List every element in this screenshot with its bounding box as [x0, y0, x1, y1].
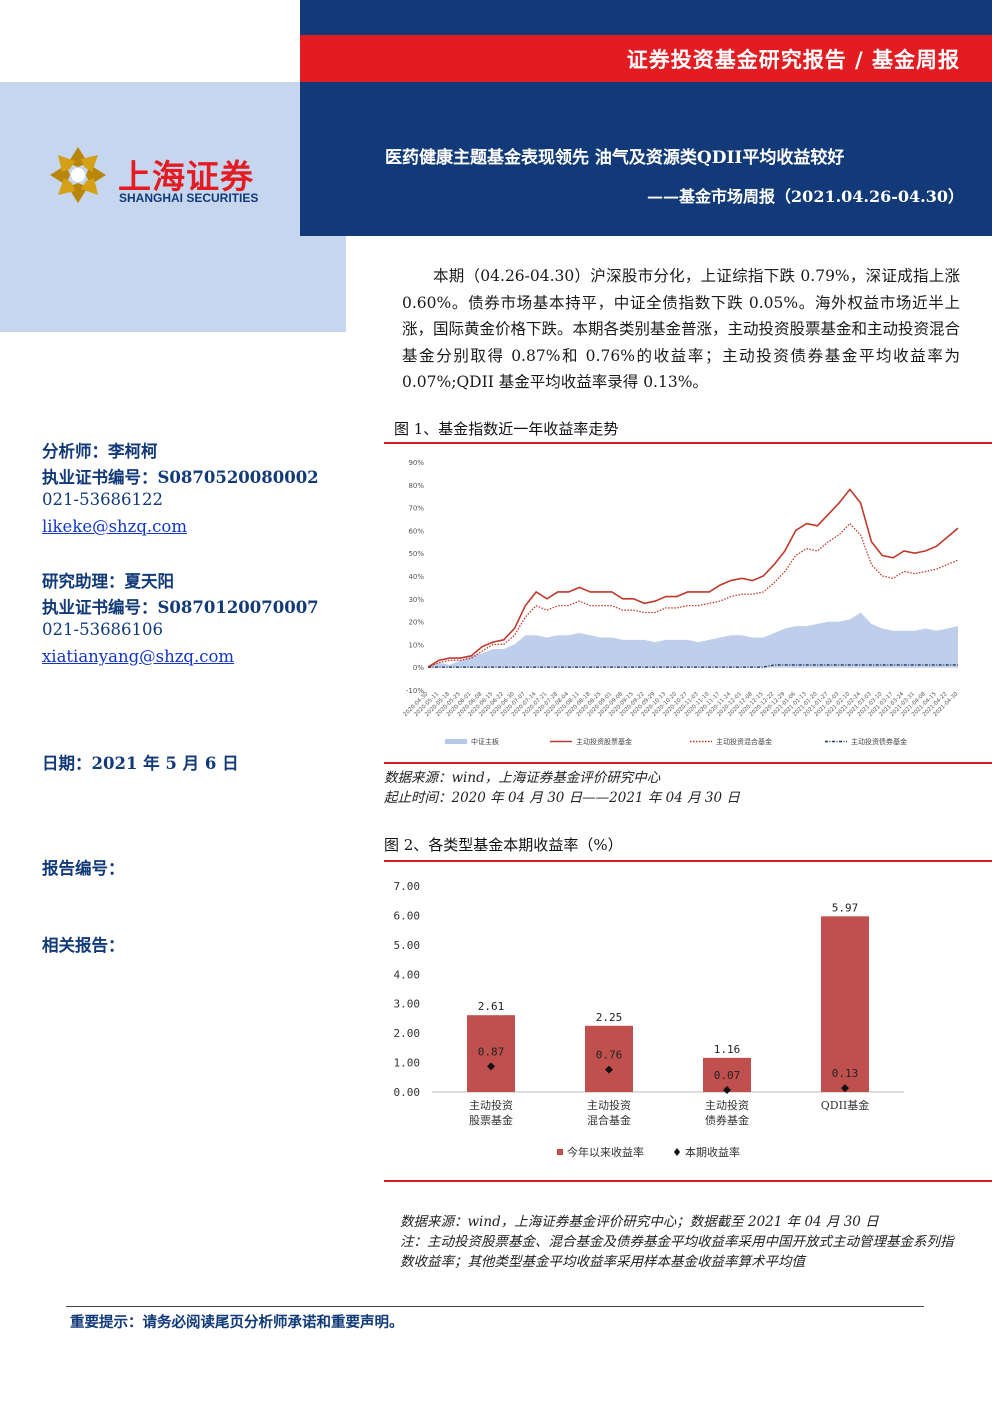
category-label: 主动投资	[587, 1098, 631, 1112]
legend-swatch	[445, 739, 467, 744]
bar-value-label: 2.61	[478, 1000, 505, 1013]
header-light-panel	[0, 82, 300, 236]
y-tick-label: -10%	[406, 687, 424, 695]
report-type: 证券投资基金研究报告 / 基金周报	[626, 47, 960, 72]
point-value-label: 0.76	[596, 1049, 623, 1062]
assistant-cert: 执业证书编号：S0870120070007	[42, 598, 319, 617]
y-tick-label: 0.00	[394, 1086, 421, 1099]
y-tick-label: 6.00	[394, 909, 421, 922]
legend-label: 今年以来收益率	[567, 1145, 644, 1159]
footer-disclaimer: 重要提示：请务必阅读尾页分析师承诺和重要声明。	[70, 1314, 404, 1331]
y-tick-label: 7.00	[394, 880, 421, 893]
fund-index-line-chart: 90%80%70%60%50%40%30%20%10%0%-10%2020-04…	[403, 459, 960, 746]
fig1-title: 图 1、基金指数近一年收益率走势	[394, 420, 619, 438]
analyst-cert: 执业证书编号：S0870520080002	[42, 468, 319, 487]
legend-label: 主动投资混合基金	[716, 737, 772, 746]
related-reports: 相关报告：	[42, 936, 125, 955]
legend-label: 本期收益率	[685, 1145, 740, 1159]
y-tick-label: 0%	[413, 664, 424, 672]
bar	[467, 1015, 515, 1092]
y-tick-label: 3.00	[394, 998, 421, 1011]
logo-icon	[50, 147, 106, 203]
y-tick-label: 1.00	[394, 1057, 421, 1070]
category-label: 主动投资	[705, 1098, 749, 1112]
point-marker	[723, 1085, 731, 1094]
point-marker	[605, 1065, 613, 1074]
report-date: 日期：2021 年 5 月 6 日	[42, 754, 239, 773]
y-tick-label: 20%	[408, 619, 424, 627]
y-tick-label: 30%	[408, 596, 424, 604]
legend-label: 中证主板	[471, 737, 499, 746]
category-label: 混合基金	[587, 1113, 631, 1127]
bar-value-label: 5.97	[832, 901, 859, 914]
y-tick-label: 40%	[408, 573, 424, 581]
series-2-line	[427, 522, 959, 668]
legend-label: 主动投资股票基金	[576, 737, 632, 746]
bar	[585, 1025, 633, 1092]
y-tick-label: 70%	[408, 505, 424, 513]
series-0-area	[428, 612, 958, 668]
category-label: 债券基金	[705, 1113, 749, 1127]
point-marker	[487, 1062, 495, 1071]
legend-label: 主动投资债券基金	[851, 737, 907, 746]
bar	[821, 916, 869, 1092]
report-subtitle: ——基金市场周报（2021.04.26-04.30）	[647, 187, 964, 206]
fig1-top-rule	[384, 442, 992, 444]
legend-swatch	[674, 1148, 680, 1156]
y-tick-label: 4.00	[394, 968, 421, 981]
footer-rule	[66, 1306, 924, 1307]
fund-returns-bar-chart: 7.00 6.00 5.00 4.00 3.00 2.00 1.00 0.00 2.61 0.87…	[394, 880, 904, 1159]
fig1-bottom-rule	[384, 762, 992, 764]
category-label: 主动投资	[469, 1098, 513, 1112]
fig2-note: 注：主动投资股票基金、混合基金及债券基金平均收益率采用中国开放式主动管理基金系列…	[400, 1234, 954, 1270]
point-value-label: 0.87	[478, 1045, 505, 1058]
legend-swatch	[557, 1149, 563, 1155]
category-label: 股票基金	[469, 1113, 513, 1127]
point-value-label: 0.07	[714, 1069, 741, 1082]
analyst-phone: 021-53686122	[42, 490, 164, 509]
assistant-email-link[interactable]: xiatianyang@shzq.com	[42, 647, 235, 666]
series-1-line	[427, 488, 959, 668]
y-tick-label: 5.00	[394, 939, 421, 952]
fig2-top-rule	[384, 860, 992, 862]
logo-text: 上海证券	[118, 157, 254, 196]
fig1-source: 数据来源：wind，上海证券基金评价研究中心	[384, 770, 661, 786]
y-tick-label: 90%	[408, 459, 424, 467]
fig2-bottom-rule	[384, 1180, 992, 1182]
report-title: 医药健康主题基金表现领先 油气及资源类QDII平均收益较好	[385, 148, 845, 168]
bar-value-label: 1.16	[714, 1043, 741, 1056]
summary-paragraph: 本期（04.26-04.30）沪深股市分化，上证综指下跌 0.79%，深证成指上…	[402, 267, 961, 391]
analyst-name: 分析师：李柯柯	[42, 442, 158, 461]
fig2-source: 数据来源：wind，上海证券基金评价研究中心；数据截至 2021 年 04 月 …	[400, 1214, 879, 1230]
report-number: 报告编号：	[42, 859, 125, 878]
y-tick-label: 2.00	[394, 1027, 421, 1040]
fig1-period: 起止时间：2020 年 04 月 30 日——2021 年 04 月 30 日	[384, 790, 740, 806]
series-3-line	[428, 664, 958, 668]
point-value-label: 0.13	[832, 1067, 859, 1080]
assistant-phone: 021-53686106	[42, 620, 164, 639]
bar-value-label: 2.25	[596, 1011, 623, 1024]
y-tick-label: 80%	[408, 482, 424, 490]
header-light-panel-lower	[0, 236, 346, 332]
y-tick-label: 10%	[408, 641, 424, 649]
logo-english: SHANGHAI SECURITIES	[119, 191, 259, 205]
y-tick-label: 50%	[408, 550, 424, 558]
analyst-email-link[interactable]: likeke@shzq.com	[42, 517, 187, 536]
header-red-band	[300, 35, 992, 82]
y-tick-label: 60%	[408, 527, 424, 535]
assistant-name: 研究助理：夏天阳	[42, 572, 174, 591]
point-marker	[841, 1084, 849, 1093]
fig2-title: 图 2、各类型基金本期收益率（%）	[384, 836, 623, 854]
category-label: QDII基金	[821, 1098, 870, 1112]
